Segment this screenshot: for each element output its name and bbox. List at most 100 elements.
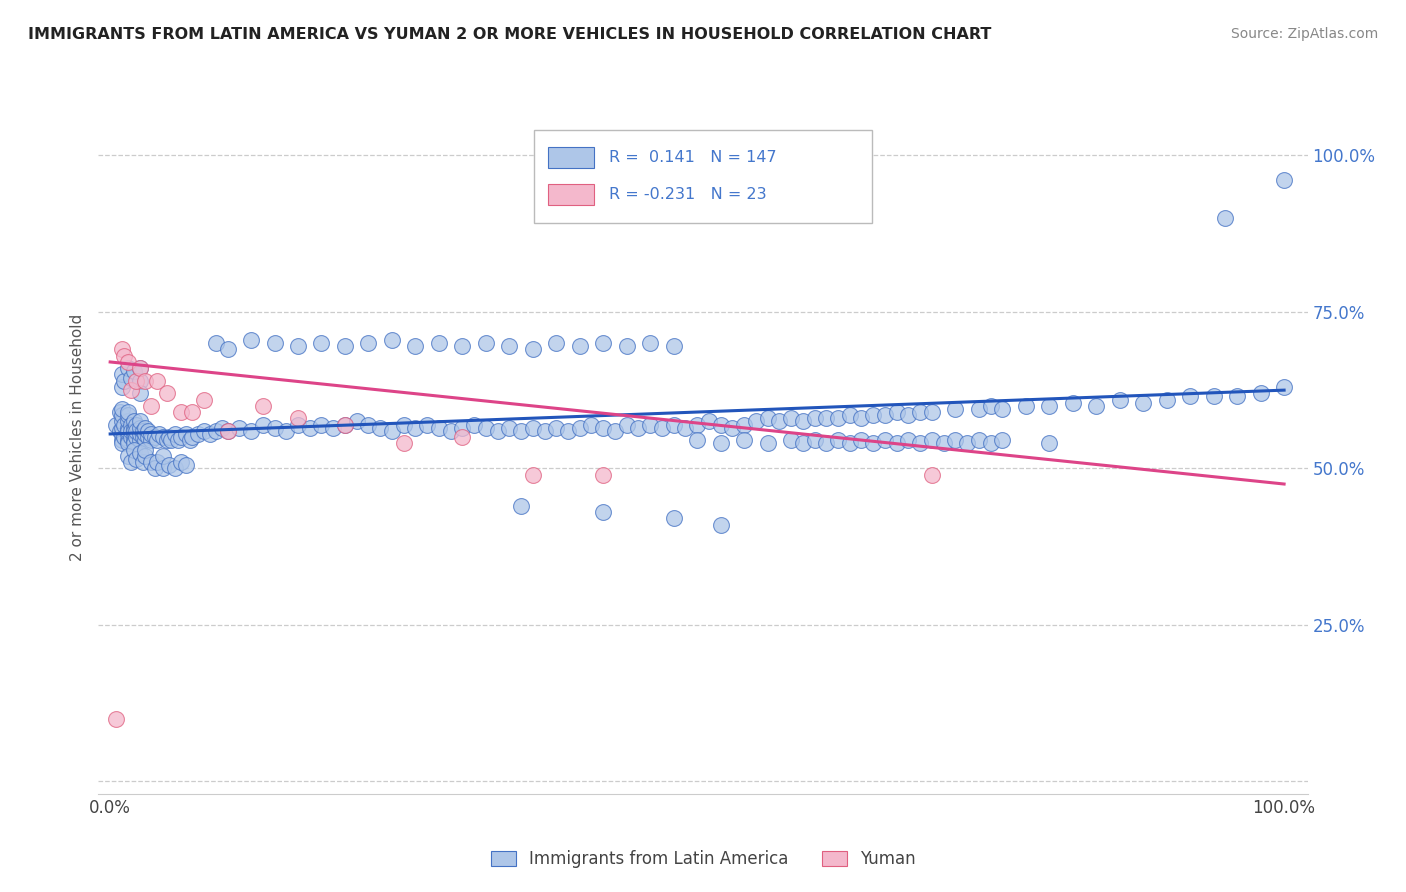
Point (592, 505, 614, 519)
Point (111, 408, 134, 422)
Point (697, 414, 720, 428)
Point (143, 430, 166, 444)
Point (141, 399, 163, 413)
Point (616, 339, 638, 353)
Point (662, 417, 685, 432)
Point (132, 424, 155, 438)
Point (125, 430, 148, 444)
Point (122, 420, 145, 434)
Point (179, 434, 201, 448)
Point (627, 420, 650, 434)
Point (141, 434, 163, 448)
Point (522, 420, 544, 434)
Point (128, 446, 150, 460)
Point (568, 339, 591, 353)
Text: R =  0.141   N = 147: R = 0.141 N = 147 (609, 150, 776, 165)
Point (120, 370, 142, 384)
Point (111, 380, 134, 394)
Point (111, 368, 134, 382)
Point (141, 426, 163, 441)
Point (510, 499, 533, 513)
Point (638, 417, 661, 432)
Point (498, 420, 520, 434)
Point (132, 430, 155, 444)
Point (1156, 392, 1178, 407)
Point (475, 336, 498, 351)
Point (204, 424, 226, 438)
Point (146, 434, 169, 448)
Point (392, 417, 415, 432)
Point (122, 436, 145, 450)
Point (1132, 395, 1154, 409)
Point (217, 424, 239, 438)
Point (157, 430, 180, 444)
Point (122, 364, 145, 378)
Point (181, 405, 204, 419)
Point (128, 414, 150, 428)
Point (756, 411, 779, 425)
Point (980, 436, 1002, 450)
Point (176, 426, 198, 441)
Point (112, 349, 135, 363)
Point (827, 411, 849, 425)
Point (780, 411, 803, 425)
Point (522, 343, 544, 357)
Point (616, 417, 638, 432)
Point (1038, 399, 1060, 413)
Point (163, 426, 186, 441)
Point (673, 420, 696, 434)
Point (1015, 399, 1038, 413)
Point (921, 434, 943, 448)
Point (463, 417, 485, 432)
Point (125, 417, 148, 432)
Point (945, 434, 967, 448)
Point (686, 417, 709, 432)
Point (686, 434, 709, 448)
Point (921, 467, 943, 482)
Point (498, 339, 520, 353)
Point (546, 420, 568, 434)
Point (134, 426, 156, 441)
Point (155, 386, 177, 401)
Point (152, 430, 174, 444)
Point (851, 434, 873, 448)
Point (533, 424, 555, 438)
Point (568, 420, 591, 434)
Point (117, 424, 139, 438)
Point (1215, 211, 1237, 225)
Point (263, 336, 285, 351)
Point (169, 430, 191, 444)
Point (105, 712, 128, 726)
Point (120, 424, 142, 438)
Point (733, 434, 755, 448)
Point (557, 424, 579, 438)
Point (187, 426, 209, 441)
Point (991, 401, 1014, 416)
Point (381, 333, 404, 347)
Point (1038, 436, 1060, 450)
Point (592, 420, 614, 434)
Point (128, 386, 150, 401)
Point (134, 449, 156, 463)
Point (111, 343, 134, 357)
Point (148, 426, 170, 441)
Point (128, 420, 150, 434)
Point (128, 361, 150, 376)
Point (217, 424, 239, 438)
Point (128, 426, 150, 441)
Point (122, 424, 145, 438)
Point (155, 434, 177, 448)
Point (803, 434, 825, 448)
Point (134, 434, 156, 448)
Point (111, 401, 134, 416)
Point (510, 424, 533, 438)
Point (733, 417, 755, 432)
Point (851, 411, 873, 425)
Point (416, 417, 439, 432)
Point (111, 420, 134, 434)
Point (298, 420, 321, 434)
Point (921, 405, 943, 419)
Point (169, 405, 191, 419)
Point (967, 401, 990, 416)
Point (1062, 395, 1084, 409)
